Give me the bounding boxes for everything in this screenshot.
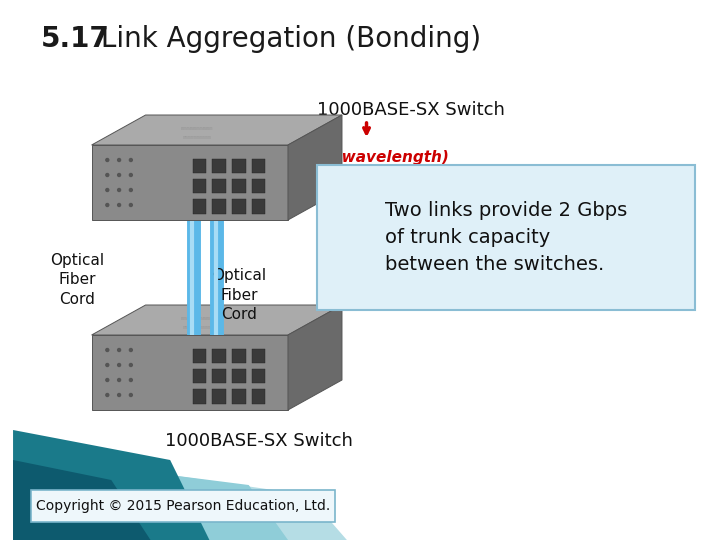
Circle shape bbox=[117, 394, 120, 396]
Circle shape bbox=[117, 204, 120, 206]
Bar bbox=[232, 179, 246, 193]
Polygon shape bbox=[91, 145, 288, 220]
Circle shape bbox=[117, 363, 120, 367]
Bar bbox=[232, 389, 246, 403]
Circle shape bbox=[117, 348, 120, 352]
Circle shape bbox=[130, 348, 132, 352]
Bar bbox=[193, 179, 207, 193]
Bar bbox=[193, 159, 207, 173]
Polygon shape bbox=[288, 115, 342, 220]
Circle shape bbox=[117, 173, 120, 177]
Bar bbox=[212, 199, 226, 214]
Text: 1000BASE-SX Switch: 1000BASE-SX Switch bbox=[165, 432, 353, 450]
Circle shape bbox=[117, 159, 120, 161]
Text: (short-wavelength): (short-wavelength) bbox=[284, 150, 449, 165]
Polygon shape bbox=[91, 465, 288, 540]
Circle shape bbox=[117, 188, 120, 192]
Bar bbox=[252, 179, 266, 193]
Polygon shape bbox=[91, 305, 342, 335]
Text: Optical
Fiber
Cord: Optical Fiber Cord bbox=[212, 268, 266, 322]
Text: Optical
Fiber
Cord: Optical Fiber Cord bbox=[50, 253, 104, 307]
Bar bbox=[212, 389, 226, 403]
Circle shape bbox=[106, 394, 109, 396]
Circle shape bbox=[106, 204, 109, 206]
Polygon shape bbox=[170, 475, 347, 540]
Circle shape bbox=[130, 188, 132, 192]
Polygon shape bbox=[13, 430, 210, 540]
Text: mmmmmmmmmm: mmmmmmmmmm bbox=[181, 126, 213, 131]
Circle shape bbox=[130, 379, 132, 381]
Text: mmmmmmmmmm: mmmmmmmmmm bbox=[183, 135, 212, 140]
Polygon shape bbox=[91, 335, 288, 410]
Bar bbox=[232, 159, 246, 173]
Bar bbox=[252, 199, 266, 214]
Circle shape bbox=[106, 173, 109, 177]
Text: Two links provide 2 Gbps
of trunk capacity
between the switches.: Two links provide 2 Gbps of trunk capaci… bbox=[385, 201, 628, 273]
Bar bbox=[232, 369, 246, 383]
Text: mmmmmmmmmm: mmmmmmmmmm bbox=[183, 325, 212, 330]
Bar bbox=[252, 369, 266, 383]
Circle shape bbox=[106, 159, 109, 161]
Text: Link Aggregation (Bonding): Link Aggregation (Bonding) bbox=[91, 25, 481, 53]
Bar bbox=[212, 159, 226, 173]
Circle shape bbox=[106, 363, 109, 367]
Text: 5.17: 5.17 bbox=[40, 25, 109, 53]
Bar bbox=[252, 349, 266, 363]
Bar bbox=[232, 349, 246, 363]
Text: 1000BASE-SX Switch: 1000BASE-SX Switch bbox=[318, 101, 505, 119]
FancyBboxPatch shape bbox=[31, 490, 335, 522]
Circle shape bbox=[130, 159, 132, 161]
Bar bbox=[193, 389, 207, 403]
Text: Copyright © 2015 Pearson Education, Ltd.: Copyright © 2015 Pearson Education, Ltd. bbox=[36, 499, 330, 513]
Circle shape bbox=[117, 379, 120, 381]
Circle shape bbox=[106, 379, 109, 381]
Text: mmmmmmmmmm: mmmmmmmmmm bbox=[181, 316, 213, 321]
Circle shape bbox=[130, 204, 132, 206]
Circle shape bbox=[106, 188, 109, 192]
Bar bbox=[212, 179, 226, 193]
Polygon shape bbox=[288, 305, 342, 410]
Bar bbox=[212, 349, 226, 363]
Polygon shape bbox=[13, 460, 150, 540]
Bar bbox=[193, 199, 207, 214]
Polygon shape bbox=[91, 115, 342, 145]
FancyBboxPatch shape bbox=[318, 165, 696, 310]
Circle shape bbox=[130, 394, 132, 396]
Circle shape bbox=[106, 348, 109, 352]
Bar bbox=[212, 369, 226, 383]
Bar bbox=[252, 159, 266, 173]
Circle shape bbox=[130, 363, 132, 367]
Circle shape bbox=[130, 173, 132, 177]
Bar bbox=[193, 369, 207, 383]
Bar bbox=[193, 349, 207, 363]
Bar bbox=[232, 199, 246, 214]
Bar bbox=[252, 389, 266, 403]
